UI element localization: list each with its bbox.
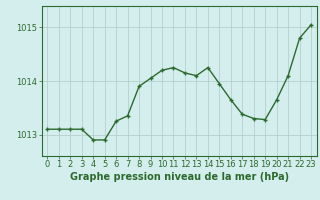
X-axis label: Graphe pression niveau de la mer (hPa): Graphe pression niveau de la mer (hPa) bbox=[70, 172, 289, 182]
